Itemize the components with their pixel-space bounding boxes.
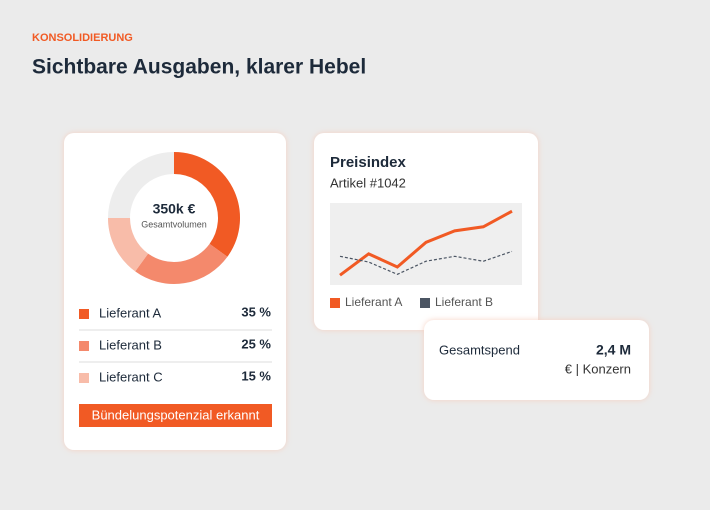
series-line: [339, 209, 513, 277]
callout-label: Gesamtspend: [439, 342, 520, 357]
legend-swatch: [330, 298, 340, 308]
donut-segment: [135, 243, 228, 284]
donut-segment: [173, 152, 240, 257]
page-title: Sichtbare Ausgaben, klarer Hebel: [32, 56, 366, 79]
series-line: [339, 250, 513, 275]
donut-segment: [108, 217, 149, 272]
legend-label: Lieferant B: [435, 295, 493, 309]
legend-value: 25 %: [241, 336, 271, 351]
badge: [79, 404, 272, 427]
card: [64, 133, 286, 450]
center-value: 350k €: [153, 201, 196, 217]
chart-title: Preisindex: [330, 154, 407, 171]
chart-subtitle: Artikel #1042: [330, 175, 406, 190]
legend-value: 15 %: [241, 368, 271, 383]
legend-swatch: [79, 341, 89, 351]
center-label: Gesamtvolumen: [141, 219, 207, 229]
callout-unit: € | Konzern: [565, 361, 631, 376]
card: [424, 320, 649, 400]
badge-text: Bündelungspotenzial erkannt: [92, 407, 260, 422]
legend-value: 35 %: [241, 304, 271, 319]
legend-label: Lieferant A: [99, 305, 161, 320]
legend-label: Lieferant A: [345, 295, 402, 309]
legend-swatch: [79, 309, 89, 319]
eyebrow: KONSOLIDIERUNG: [32, 32, 133, 44]
legend-label: Lieferant B: [99, 337, 162, 352]
legend-swatch: [420, 298, 430, 308]
legend-swatch: [79, 373, 89, 383]
legend-label: Lieferant C: [99, 369, 163, 384]
callout-value: 2,4 M: [596, 342, 631, 358]
